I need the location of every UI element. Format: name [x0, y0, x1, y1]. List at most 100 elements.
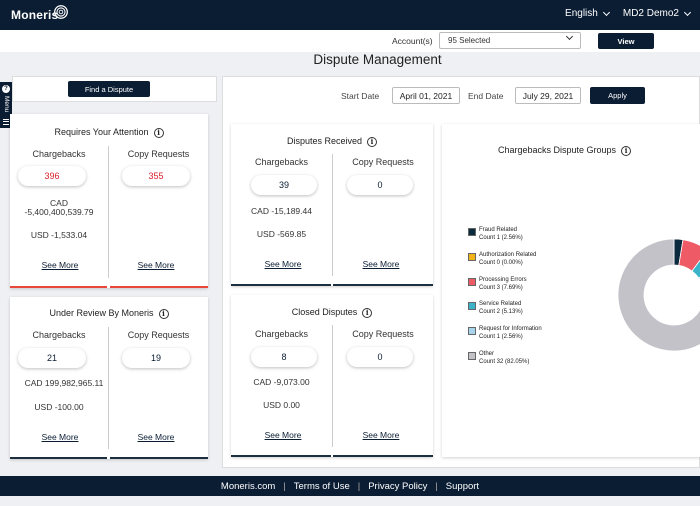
end-date-input[interactable]: July 29, 2021	[515, 87, 581, 104]
footer-link-privacy[interactable]: Privacy Policy	[368, 480, 428, 492]
user-dropdown[interactable]: MD2 Demo2	[622, 8, 692, 19]
chargebacks-count[interactable]: 8	[251, 347, 317, 367]
card-disputes-received: Disputes Received i Chargebacks Copy Requ…	[231, 124, 433, 286]
find-dispute-button[interactable]: Find a Dispute	[68, 81, 150, 97]
card-accent-bar	[231, 284, 331, 286]
accounts-bar: Account(s) 95 Selected View	[0, 30, 700, 52]
info-icon[interactable]: i	[153, 127, 164, 138]
legend-swatch	[468, 278, 476, 286]
chevron-down-icon	[565, 32, 574, 41]
apply-button[interactable]: Apply	[590, 87, 645, 104]
card-accent-bar	[10, 457, 107, 459]
cad-amount: -5,400,400,539.79	[24, 207, 94, 217]
side-menu-tab[interactable]: ? Menu	[0, 82, 12, 128]
pie-slice-other[interactable]	[617, 238, 700, 352]
info-icon[interactable]: i	[158, 308, 169, 319]
copy-requests-count[interactable]: 0	[347, 347, 413, 367]
legend-count: Count 1 (2.56%)	[479, 334, 523, 340]
chargebacks-count[interactable]: 396	[18, 166, 86, 186]
footer-link-moneris[interactable]: Moneris.com	[220, 480, 276, 492]
see-more-link[interactable]: See More	[41, 260, 79, 270]
footer: Moneris.com | Terms of Use | Privacy Pol…	[0, 476, 700, 496]
start-date-label: Start Date	[341, 91, 380, 101]
legend-swatch	[468, 302, 476, 310]
accounts-select[interactable]: 95 Selected	[439, 32, 581, 49]
legend-swatch	[468, 253, 476, 261]
info-icon[interactable]: i	[621, 145, 632, 156]
card-title: Under Review By Moneris i	[10, 308, 208, 319]
legend-item[interactable]: Fraud Related Count 1 (2.56%)	[468, 226, 523, 242]
see-more-link[interactable]: See More	[362, 259, 400, 269]
view-button[interactable]: View	[598, 33, 654, 49]
card-requires-attention: Requires Your Attention i Chargebacks Cop…	[10, 114, 208, 288]
moneris-logo[interactable]: Moneris	[11, 8, 59, 22]
copy-requests-count[interactable]: 0	[347, 175, 413, 195]
chargebacks-count[interactable]: 21	[18, 348, 86, 368]
copy-requests-count[interactable]: 355	[122, 166, 190, 186]
chargebacks-count[interactable]: 39	[251, 175, 317, 195]
chevron-down-icon	[683, 8, 692, 16]
card-accent-bar	[231, 455, 331, 457]
language-dropdown[interactable]: English	[565, 8, 610, 19]
language-label: English	[565, 8, 598, 19]
card-accent-bar	[110, 286, 208, 288]
legend-count: Count 1 (2.56%)	[479, 235, 523, 241]
footer-link-terms[interactable]: Terms of Use	[293, 480, 350, 492]
accounts-selected-value: 95 Selected	[448, 36, 491, 45]
chargebacks-label: Chargebacks	[32, 149, 86, 159]
accounts-label: Account(s)	[392, 36, 433, 46]
card-title: Closed Disputes i	[231, 307, 433, 318]
cad-amount: CAD -9,073.00	[253, 377, 310, 387]
page-title: Dispute Management	[313, 52, 442, 67]
legend-count: Count 2 (5.13%)	[479, 309, 523, 315]
usd-amount: USD 0.00	[263, 400, 300, 410]
top-bar: Moneris English MD2 Demo2	[0, 0, 700, 30]
legend-swatch	[468, 228, 476, 236]
legend-count: Count 3 (7.69%)	[479, 285, 523, 291]
cad-amount: CAD -15,189.44	[251, 206, 312, 216]
find-dispute-panel: Find a Dispute	[12, 76, 217, 102]
card-accent-bar	[333, 455, 433, 457]
user-label: MD2 Demo2	[622, 8, 679, 19]
legend-item[interactable]: Authorization Related Count 0 (0.00%)	[468, 251, 537, 267]
usd-amount: USD -569.85	[256, 229, 307, 239]
see-more-link[interactable]: See More	[264, 430, 302, 440]
cad-label: CAD	[50, 198, 68, 208]
legend-label: Service Related	[479, 301, 522, 307]
see-more-link[interactable]: See More	[137, 432, 175, 442]
footer-link-support[interactable]: Support	[445, 480, 480, 492]
copy-requests-label: Copy Requests	[127, 330, 190, 340]
legend-label: Request for Information	[479, 326, 542, 332]
info-icon[interactable]: i	[362, 307, 373, 318]
see-more-link[interactable]: See More	[362, 430, 400, 440]
chargebacks-label: Chargebacks	[32, 330, 86, 340]
card-under-review: Under Review By Moneris i Chargebacks Cop…	[10, 297, 208, 459]
hamburger-icon	[3, 119, 9, 125]
legend-item[interactable]: Processing Errors Count 3 (7.69%)	[468, 276, 527, 292]
legend-label: Other	[479, 351, 495, 357]
card-accent-bar	[110, 457, 208, 459]
start-date-input[interactable]: April 01, 2021	[392, 87, 460, 104]
card-accent-bar	[10, 286, 107, 288]
chevron-down-icon	[602, 8, 610, 16]
cad-amount: CAD 199,982,965.11	[24, 378, 104, 388]
legend-item[interactable]: Service Related Count 2 (5.13%)	[468, 300, 523, 316]
copy-requests-count[interactable]: 19	[122, 348, 190, 368]
dispute-groups-donut-chart	[617, 238, 700, 352]
legend-count: Count 32 (82.05%)	[479, 359, 530, 365]
menu-label: Menu	[3, 96, 10, 113]
see-more-link[interactable]: See More	[41, 432, 79, 442]
card-closed-disputes: Closed Disputes i Chargebacks Copy Reques…	[231, 295, 433, 457]
usd-amount: USD -100.00	[34, 402, 84, 412]
legend-item[interactable]: Request for Information Count 1 (2.56%)	[468, 325, 542, 341]
legend-label: Processing Errors	[479, 277, 527, 283]
see-more-link[interactable]: See More	[137, 260, 175, 270]
legend-label: Authorization Related	[479, 252, 537, 258]
see-more-link[interactable]: See More	[264, 259, 302, 269]
legend-label: Fraud Related	[479, 227, 518, 233]
card-title: Requires Your Attention i	[10, 127, 208, 138]
legend-item[interactable]: Other Count 32 (82.05%)	[468, 350, 530, 366]
card-title: Chargebacks Dispute Groups i	[442, 145, 687, 156]
card-dispute-groups: Chargebacks Dispute Groups i	[442, 124, 700, 457]
info-icon[interactable]: i	[367, 136, 378, 147]
